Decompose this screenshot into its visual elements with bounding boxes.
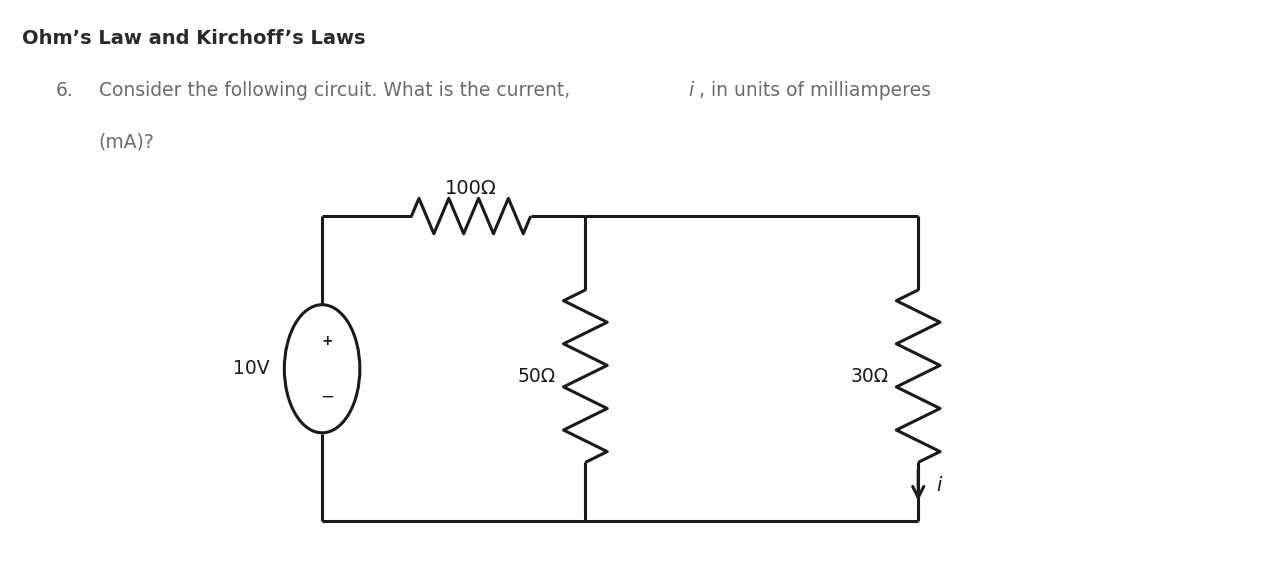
- Text: (mA)?: (mA)?: [99, 132, 154, 151]
- Text: 30Ω: 30Ω: [850, 367, 889, 386]
- Text: 10V: 10V: [233, 359, 270, 378]
- Text: 50Ω: 50Ω: [517, 367, 556, 386]
- Text: 100Ω: 100Ω: [445, 180, 496, 198]
- Text: i: i: [936, 476, 941, 495]
- Text: i: i: [688, 81, 693, 100]
- Text: −: −: [320, 388, 334, 405]
- Text: 6.: 6.: [55, 81, 73, 100]
- Text: , in units of milliamperes: , in units of milliamperes: [700, 81, 931, 100]
- Text: Ohm’s Law and Kirchoff’s Laws: Ohm’s Law and Kirchoff’s Laws: [22, 29, 365, 48]
- Text: +: +: [322, 334, 333, 348]
- Text: Consider the following circuit. What is the current,: Consider the following circuit. What is …: [99, 81, 576, 100]
